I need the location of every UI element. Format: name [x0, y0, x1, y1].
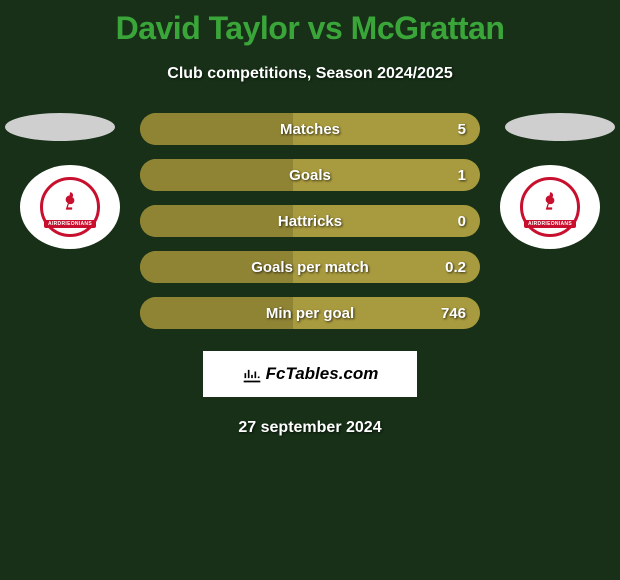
- stat-row: Hattricks 0: [140, 205, 480, 237]
- stat-label: Matches: [280, 121, 340, 138]
- right-player-oval: [505, 113, 615, 141]
- stat-fill: [140, 159, 293, 191]
- badge-label-right: AIRDRIEONIANS: [524, 220, 576, 228]
- stat-row: Min per goal 746: [140, 297, 480, 329]
- stat-label: Hattricks: [278, 213, 342, 230]
- rooster-icon: [537, 189, 563, 219]
- brand-text: FcTables.com: [266, 364, 379, 384]
- stat-label: Min per goal: [266, 305, 354, 322]
- stat-row: Matches 5: [140, 113, 480, 145]
- stat-row: Goals 1: [140, 159, 480, 191]
- stats-area: AIRDRIEONIANS AIRDRIEONIANS Matches 5 Go…: [0, 113, 620, 437]
- stat-value: 746: [441, 305, 466, 322]
- left-player-oval: [5, 113, 115, 141]
- stat-label: Goals: [289, 167, 331, 184]
- rooster-icon: [57, 189, 83, 219]
- badge-ring: AIRDRIEONIANS: [520, 177, 580, 237]
- chart-icon: [242, 364, 262, 384]
- stat-fill: [140, 205, 293, 237]
- subtitle: Club competitions, Season 2024/2025: [0, 65, 620, 83]
- date-text: 27 september 2024: [0, 419, 620, 437]
- badge-label-left: AIRDRIEONIANS: [44, 220, 96, 228]
- stat-value: 0: [458, 213, 466, 230]
- stat-fill: [140, 113, 293, 145]
- badge-ring: AIRDRIEONIANS: [40, 177, 100, 237]
- stat-bars: Matches 5 Goals 1 Hattricks 0 Goals per …: [140, 113, 480, 329]
- stat-value: 5: [458, 121, 466, 138]
- right-club-badge: AIRDRIEONIANS: [500, 165, 600, 249]
- stat-row: Goals per match 0.2: [140, 251, 480, 283]
- page-title: David Taylor vs McGrattan: [0, 0, 620, 47]
- stat-value: 0.2: [445, 259, 466, 276]
- stat-value: 1: [458, 167, 466, 184]
- left-club-badge: AIRDRIEONIANS: [20, 165, 120, 249]
- stat-label: Goals per match: [251, 259, 369, 276]
- brand-box: FcTables.com: [203, 351, 417, 397]
